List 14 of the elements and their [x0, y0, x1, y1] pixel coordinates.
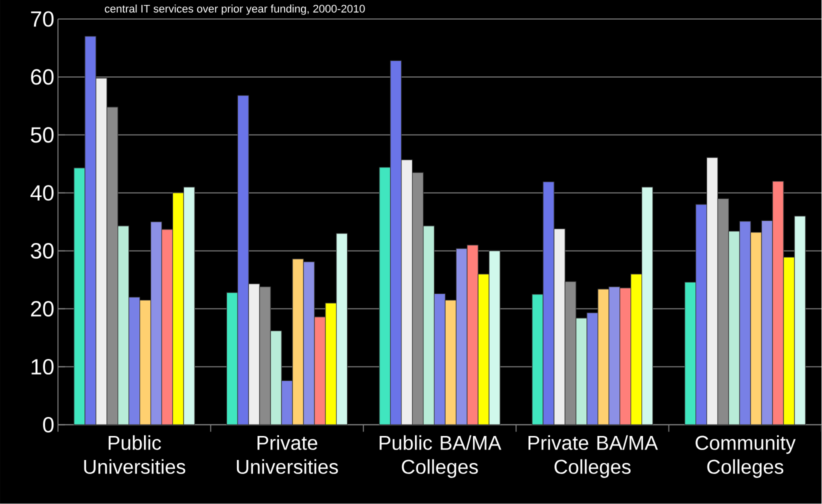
y-tick-label: 0 [43, 417, 54, 433]
y-tick-label: 40 [30, 185, 54, 201]
y-tick-label: 30 [30, 243, 54, 259]
x-tick-label: Public BA/MA Colleges [380, 435, 502, 478]
chart-title: central IT services over prior year funding, 2000-2010 [104, 4, 365, 15]
y-tick-label: 70 [31, 11, 54, 27]
x-tick-label: Public Universities [84, 435, 186, 474]
y-tick-label: 50 [30, 127, 54, 143]
x-tick-label: Community Colleges [696, 435, 796, 478]
y-tick-label: 20 [31, 301, 54, 317]
y-tick-label: 60 [31, 69, 54, 85]
x-tick-label: Private Universities [236, 435, 338, 474]
y-tick-label: 10 [32, 359, 54, 375]
x-tick-label: Private BA/MA Colleges [528, 435, 658, 478]
